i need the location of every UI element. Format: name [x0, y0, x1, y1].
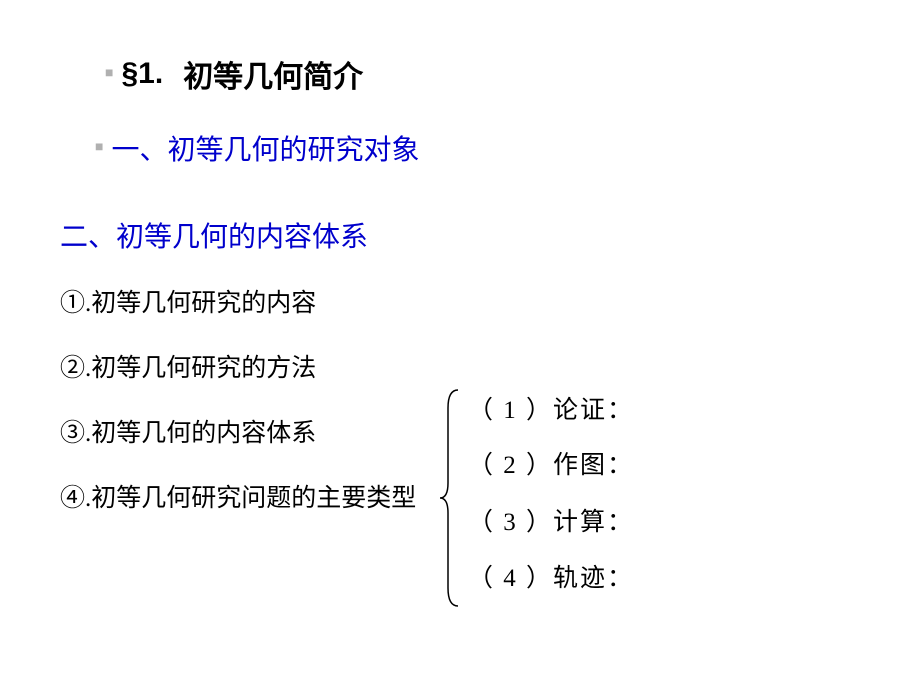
- section-title-text: 初等几何简介: [183, 52, 363, 96]
- list-item: ③.初等几何的内容体系: [60, 413, 316, 449]
- section-title: ■ § 1. 初等几何简介: [105, 52, 363, 96]
- heading-content-system: 二、初等几何的内容体系: [60, 215, 368, 255]
- sub-list-item: （ 3 ）计算：: [468, 502, 634, 538]
- section-symbol: §: [121, 57, 138, 91]
- heading-2-text: 二、初等几何的内容体系: [60, 222, 368, 253]
- bullet-icon: ■: [95, 140, 103, 156]
- curly-brace-icon: [438, 388, 464, 608]
- section-number: 1.: [138, 57, 163, 91]
- sub-list-item: （ 1 ）论证：: [468, 390, 634, 426]
- heading-research-object: ■ 一、初等几何的研究对象: [95, 128, 419, 168]
- bullet-icon: ■: [105, 66, 113, 82]
- list-item: ①.初等几何研究的内容: [60, 283, 316, 319]
- sub-list-item: （ 4 ）轨迹：: [468, 558, 634, 594]
- heading-1-text: 一、初等几何的研究对象: [111, 128, 419, 168]
- list-item: ④.初等几何研究问题的主要类型: [60, 478, 416, 514]
- list-item: ②.初等几何研究的方法: [60, 348, 316, 384]
- sub-list-item: （ 2 ）作图：: [468, 445, 634, 481]
